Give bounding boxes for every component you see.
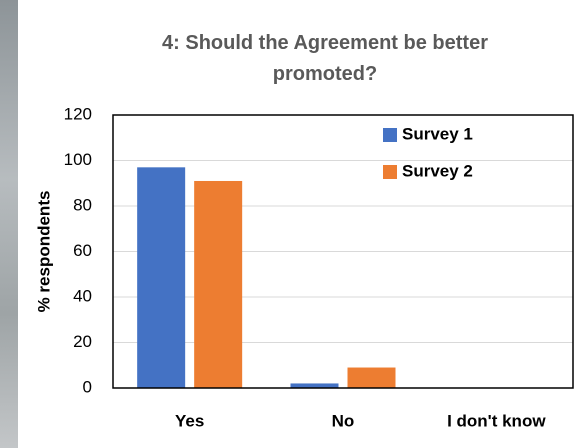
bar	[347, 367, 396, 388]
x-tick-label: No	[332, 411, 355, 430]
plot-frame	[112, 114, 574, 389]
chart-title: 4: Should the Agreement be better promot…	[162, 32, 488, 85]
x-tick-label: I don't know	[447, 411, 546, 430]
legend-swatch	[383, 165, 397, 179]
panel	[18, 0, 580, 448]
y-tick-label: 80	[73, 195, 92, 214]
x-tick-label: Yes	[175, 411, 204, 430]
legend-label: Survey 2	[402, 161, 473, 180]
y-axis-label: % respondents	[34, 191, 53, 313]
y-tick-label: 120	[64, 104, 92, 123]
bar	[194, 180, 243, 388]
y-tick-label: 20	[73, 332, 92, 351]
legend-label: Survey 1	[402, 124, 473, 143]
bar	[137, 167, 186, 388]
y-tick-label: 40	[73, 286, 92, 305]
bar	[290, 383, 339, 388]
legend-swatch	[383, 128, 397, 142]
y-tick-label: 100	[64, 150, 92, 169]
y-tick-label: 0	[83, 377, 92, 396]
y-tick-label: 60	[73, 241, 92, 260]
